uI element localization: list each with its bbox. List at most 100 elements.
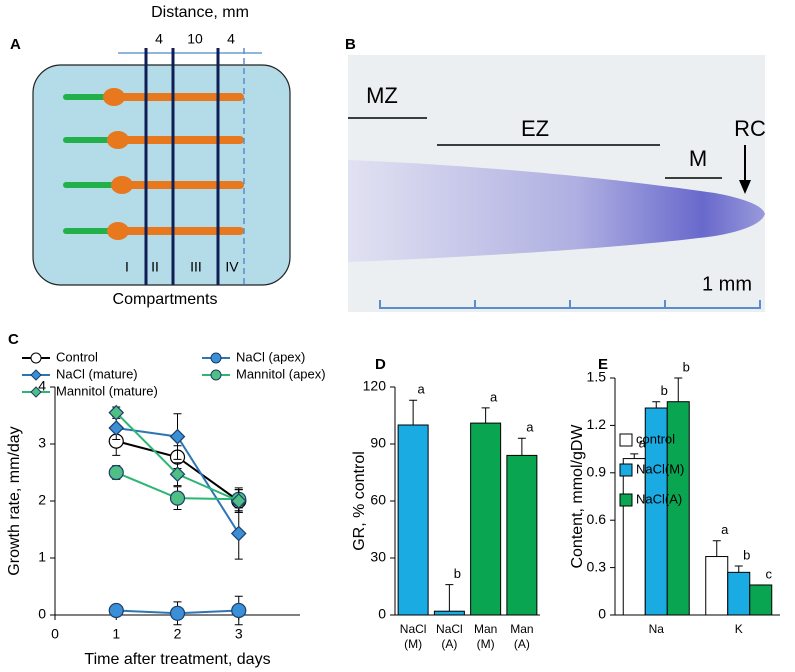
y-tick-label: 1.5	[587, 369, 607, 385]
marker	[169, 605, 186, 621]
x-tick-label: K	[735, 622, 743, 636]
y-tick-label: 0.6	[587, 511, 607, 527]
x-tick-label: 0	[51, 626, 59, 642]
label-line: Man	[474, 622, 497, 636]
legend-label: NaCl(A)	[636, 491, 682, 506]
y-tick-label: 90	[370, 435, 386, 451]
y-tick-label: 60	[370, 492, 386, 508]
label-line: NaCl	[400, 622, 427, 636]
legend-swatch	[619, 493, 633, 507]
y-tick-label: 2	[38, 492, 46, 508]
bar	[397, 424, 429, 616]
marker	[108, 420, 125, 436]
arrow-head	[739, 180, 751, 194]
bar	[433, 610, 465, 616]
y-tick-label: 1.2	[587, 416, 607, 432]
zone-label: RC	[734, 116, 766, 141]
bar	[622, 458, 646, 616]
panel-label: C	[8, 331, 19, 348]
legend-label: NaCl (mature)	[56, 366, 138, 381]
error-bar	[674, 377, 683, 402]
legend-label: Control	[56, 349, 98, 364]
error-bar	[445, 584, 454, 612]
x-tick-label: 1	[112, 626, 120, 642]
root-tip	[111, 176, 133, 194]
legend-marker	[210, 369, 222, 381]
y-tick-label: 0	[38, 606, 46, 622]
label-line: NaCl	[436, 622, 463, 636]
panel-label: A	[10, 36, 21, 53]
legend-swatch	[619, 463, 633, 477]
significance-letter: a	[526, 420, 534, 435]
significance-letter: b	[743, 547, 750, 562]
bar	[506, 454, 538, 616]
x-tick-label: 2	[174, 626, 182, 642]
legend-label: Mannitol (apex)	[236, 366, 326, 381]
marker	[169, 490, 186, 506]
bar	[705, 556, 729, 616]
error-bar	[517, 437, 526, 456]
panel-label: D	[375, 356, 386, 373]
error-bar	[630, 453, 639, 459]
error-bar	[712, 540, 721, 557]
compartments-caption: Compartments	[113, 291, 218, 308]
significance-letter: a	[490, 389, 498, 404]
compartment-label: I	[125, 259, 129, 275]
x-tick-label: Man (M)	[474, 622, 497, 651]
label-line: (M)	[404, 637, 422, 651]
distance-label: 10	[187, 31, 203, 47]
x-tick-label: NaCl (M)	[400, 622, 427, 651]
scale-bar	[379, 300, 761, 309]
panel-label: B	[345, 36, 356, 53]
x-tick-label: 3	[235, 626, 243, 642]
legend-label: control	[636, 431, 675, 446]
y-tick-label: 0.9	[587, 464, 607, 480]
bar	[749, 584, 773, 616]
y-axis-label: Growth rate, mm/day	[6, 426, 23, 575]
roots	[63, 88, 244, 240]
significance-letter: a	[639, 435, 647, 450]
marker	[169, 428, 186, 445]
micrograph-panel: B MZ EZ M RC 1 mm	[345, 36, 766, 312]
y-axis-label: GR, % control	[351, 451, 368, 551]
label-line: (A)	[514, 637, 530, 651]
significance-letter: c	[766, 566, 773, 581]
zone-label: M	[689, 146, 707, 171]
significance-letter: a	[418, 382, 426, 397]
root-tip	[103, 88, 125, 106]
error-bar	[409, 399, 418, 425]
marker	[230, 493, 247, 509]
y-tick-label: 0	[598, 606, 606, 622]
x-axis-label: Time after treatment, days	[84, 651, 270, 668]
y-tick-label: 120	[363, 378, 387, 394]
legend-swatch	[619, 433, 633, 447]
marker	[231, 602, 247, 619]
marker	[230, 525, 247, 542]
y-tick-label: 1	[38, 549, 46, 565]
distance-label: 4	[227, 31, 235, 47]
root-tip	[107, 222, 129, 240]
y-tick-label: 30	[370, 549, 386, 565]
x-tick-label: Man (A)	[510, 622, 533, 651]
label-line: Man	[510, 622, 533, 636]
legend-label: NaCl(M)	[636, 461, 684, 476]
compartment-label: III	[190, 259, 202, 275]
y-tick-label: 0.3	[587, 558, 607, 574]
significance-letter: a	[721, 522, 729, 537]
compartment-label: II	[151, 259, 159, 275]
significance-letter: b	[683, 359, 690, 374]
x-tick-label: Na	[649, 622, 665, 636]
legend-label: Mannitol (mature)	[56, 383, 158, 398]
scale-label: 1 mm	[702, 273, 752, 295]
zone-label: EZ	[521, 116, 549, 141]
panel-label: E	[598, 356, 608, 373]
marker	[108, 464, 124, 481]
bar	[727, 571, 751, 616]
error-bar	[652, 401, 661, 409]
label-line: (M)	[477, 637, 495, 651]
marker	[108, 602, 124, 619]
legend-label: NaCl (apex)	[236, 349, 305, 364]
legend-marker	[30, 386, 42, 398]
bar	[470, 422, 502, 616]
